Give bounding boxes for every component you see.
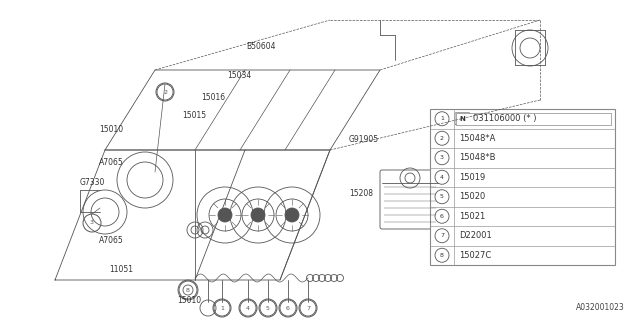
Text: 5: 5: [266, 306, 270, 310]
FancyBboxPatch shape: [380, 170, 440, 229]
Text: G91905: G91905: [349, 135, 379, 144]
Text: 2: 2: [163, 90, 167, 94]
Bar: [456, 113, 611, 125]
Text: 3: 3: [440, 155, 444, 160]
Text: 6: 6: [286, 306, 290, 310]
Text: 5: 5: [440, 194, 444, 199]
Text: A7065: A7065: [99, 236, 124, 245]
Text: 15208: 15208: [349, 189, 372, 198]
Text: 15020: 15020: [459, 192, 485, 201]
Text: 7: 7: [440, 233, 444, 238]
Circle shape: [285, 208, 299, 222]
Text: B50604: B50604: [246, 42, 276, 51]
Text: 15010: 15010: [177, 296, 201, 305]
Text: 1: 1: [220, 306, 224, 310]
Text: 2: 2: [440, 136, 444, 141]
Text: D22001: D22001: [459, 231, 492, 240]
Text: 8: 8: [186, 287, 190, 292]
Text: 15019: 15019: [459, 173, 485, 182]
Text: 15021: 15021: [459, 212, 485, 221]
Text: 3: 3: [90, 220, 94, 226]
Text: 031106000 (* ): 031106000 (* ): [473, 114, 536, 123]
Text: 6: 6: [440, 214, 444, 219]
Text: 7: 7: [306, 306, 310, 310]
Text: 15034: 15034: [227, 71, 252, 80]
Text: 15016: 15016: [202, 93, 226, 102]
Circle shape: [218, 208, 232, 222]
Text: 11051: 11051: [109, 265, 133, 274]
Text: 15048*B: 15048*B: [459, 153, 495, 162]
Text: 15027C: 15027C: [459, 251, 492, 260]
Text: A032001023: A032001023: [576, 303, 625, 312]
Text: 1: 1: [440, 116, 444, 121]
Text: 15010: 15010: [99, 125, 124, 134]
Text: 15015: 15015: [182, 111, 207, 120]
Bar: [430, 109, 615, 265]
Text: A7065: A7065: [99, 158, 124, 167]
FancyBboxPatch shape: [455, 113, 470, 125]
Text: 15048*A: 15048*A: [459, 134, 495, 143]
Text: N: N: [460, 116, 465, 122]
Text: 4: 4: [246, 306, 250, 310]
Circle shape: [251, 208, 265, 222]
Text: 8: 8: [440, 253, 444, 258]
Text: G7330: G7330: [80, 178, 106, 187]
Text: 4: 4: [440, 175, 444, 180]
